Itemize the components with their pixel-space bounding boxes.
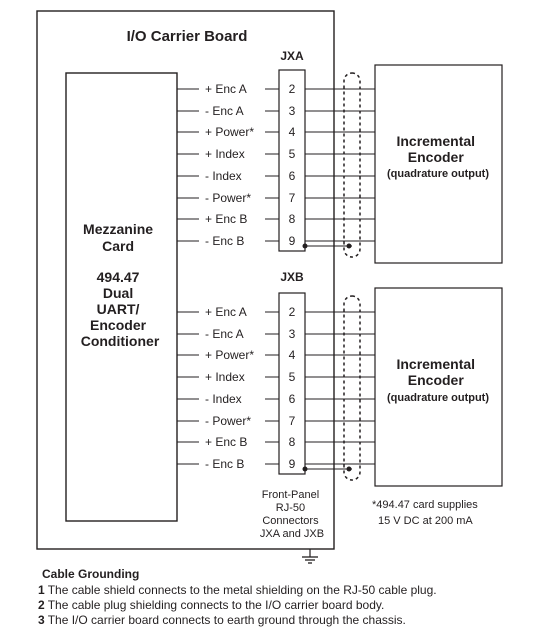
cable-shield-jxa (343, 72, 361, 258)
pin-number: 3 (289, 327, 296, 341)
encoder-line: (quadrature output) (387, 168, 489, 180)
front-panel-line: Front-Panel (262, 489, 319, 501)
connector-jxb-name: JXB (280, 270, 304, 284)
signal-label: + Enc A (205, 305, 247, 319)
mezzanine-line: Conditioner (81, 333, 160, 349)
front-panel-line: RJ-50 (276, 502, 305, 514)
connector-jxa-signals: + Enc A 2 - Enc A 3 + Power* 4 + Index 5 - Index… (177, 82, 375, 249)
junction-dot (302, 243, 308, 249)
pin-number: 4 (289, 125, 296, 139)
mezzanine-line: Mezzanine (83, 221, 153, 237)
junction-dot (302, 466, 308, 472)
pin-number: 4 (289, 348, 296, 362)
pin-number: 5 (289, 147, 296, 161)
signal-label: - Enc A (205, 327, 244, 341)
junction-dot (346, 466, 352, 472)
mezzanine-line: UART/ (97, 301, 140, 317)
connector-jxa-name: JXA (280, 49, 304, 63)
item-number: 2 (38, 598, 45, 612)
signal-label: + Power* (205, 348, 254, 362)
mezzanine-line: Card (102, 238, 134, 254)
signal-label: + Index (205, 370, 245, 384)
item-text: The I/O carrier board connects to earth … (48, 613, 406, 627)
pin-number: 9 (289, 457, 296, 471)
signal-label: + Enc B (205, 435, 247, 449)
pin-number: 7 (289, 414, 296, 428)
pin-number: 6 (289, 392, 296, 406)
item-number: 3 (38, 613, 45, 627)
signal-label: - Enc B (205, 457, 244, 471)
connector-jxb-signals: + Enc A 2 - Enc A 3 + Power* 4 + Index 5 - Index… (177, 305, 375, 472)
carrier-board-outline (36, 10, 335, 550)
junction-dot (346, 243, 352, 249)
pin-number: 6 (289, 169, 296, 183)
carrier-board-title: I/O Carrier Board (127, 28, 248, 45)
item-text: The cable shield connects to the metal s… (48, 583, 437, 597)
pin-number: 8 (289, 212, 296, 226)
signal-label: + Enc A (205, 82, 247, 96)
mezzanine-card-label: Mezzanine Card 494.47 Dual UART/ Encoder… (81, 221, 160, 349)
mezzanine-card-box (65, 72, 178, 522)
signal-label: - Enc A (205, 104, 244, 118)
signal-label: - Index (205, 392, 242, 406)
pin-number: 7 (289, 191, 296, 205)
ground-icon (302, 549, 318, 564)
cable-shield-jxb (343, 295, 361, 481)
cable-grounding-item-1: 1 The cable shield connects to the metal … (38, 583, 437, 597)
power-note: *494.47 card supplies 15 V DC at 200 mA (372, 499, 481, 527)
item-number: 1 (38, 583, 45, 597)
signal-label: + Power* (205, 125, 254, 139)
encoder-line: Incremental (396, 356, 475, 372)
signal-label: + Index (205, 147, 245, 161)
encoder-label-1: Incremental Encoder (quadrature output) (387, 133, 489, 180)
cable-grounding-item-2: 2 The cable plug shielding connects to th… (38, 598, 384, 612)
signal-label: + Enc B (205, 212, 247, 226)
signal-label: - Power* (205, 414, 251, 428)
item-text: The cable plug shielding connects to the… (48, 598, 385, 612)
signal-label: - Index (205, 169, 242, 183)
pin-number: 3 (289, 104, 296, 118)
mezzanine-line: Dual (103, 285, 133, 301)
power-note-line: *494.47 card supplies (372, 499, 478, 511)
cable-grounding-item-3: 3 The I/O carrier board connects to earth… (38, 613, 406, 627)
encoder-box-2 (374, 287, 503, 487)
encoder-box-1 (374, 64, 503, 264)
signal-label: - Power* (205, 191, 251, 205)
cable-grounding-title: Cable Grounding (42, 567, 139, 581)
pin-number: 5 (289, 370, 296, 384)
encoder-line: Encoder (408, 372, 465, 388)
encoder-line: (quadrature output) (387, 392, 489, 404)
encoder-line: Incremental (396, 133, 475, 149)
mezzanine-line: Encoder (90, 317, 147, 333)
encoder-line: Encoder (408, 149, 465, 165)
front-panel-line: Connectors (262, 515, 319, 527)
front-panel-note: Front-Panel RJ-50 Connectors JXA and JXB (260, 489, 324, 540)
connector-jxb-body (278, 292, 306, 475)
pin-number: 2 (289, 82, 296, 96)
power-note-line: 15 V DC at 200 mA (378, 515, 473, 527)
encoder-label-2: Incremental Encoder (quadrature output) (387, 356, 489, 404)
pin-number: 8 (289, 435, 296, 449)
signal-label: - Enc B (205, 234, 244, 248)
front-panel-line: JXA and JXB (260, 528, 324, 540)
pin-number: 9 (289, 234, 296, 248)
connector-jxa-body (278, 69, 306, 252)
pin-number: 2 (289, 305, 296, 319)
mezzanine-line: 494.47 (97, 269, 140, 285)
